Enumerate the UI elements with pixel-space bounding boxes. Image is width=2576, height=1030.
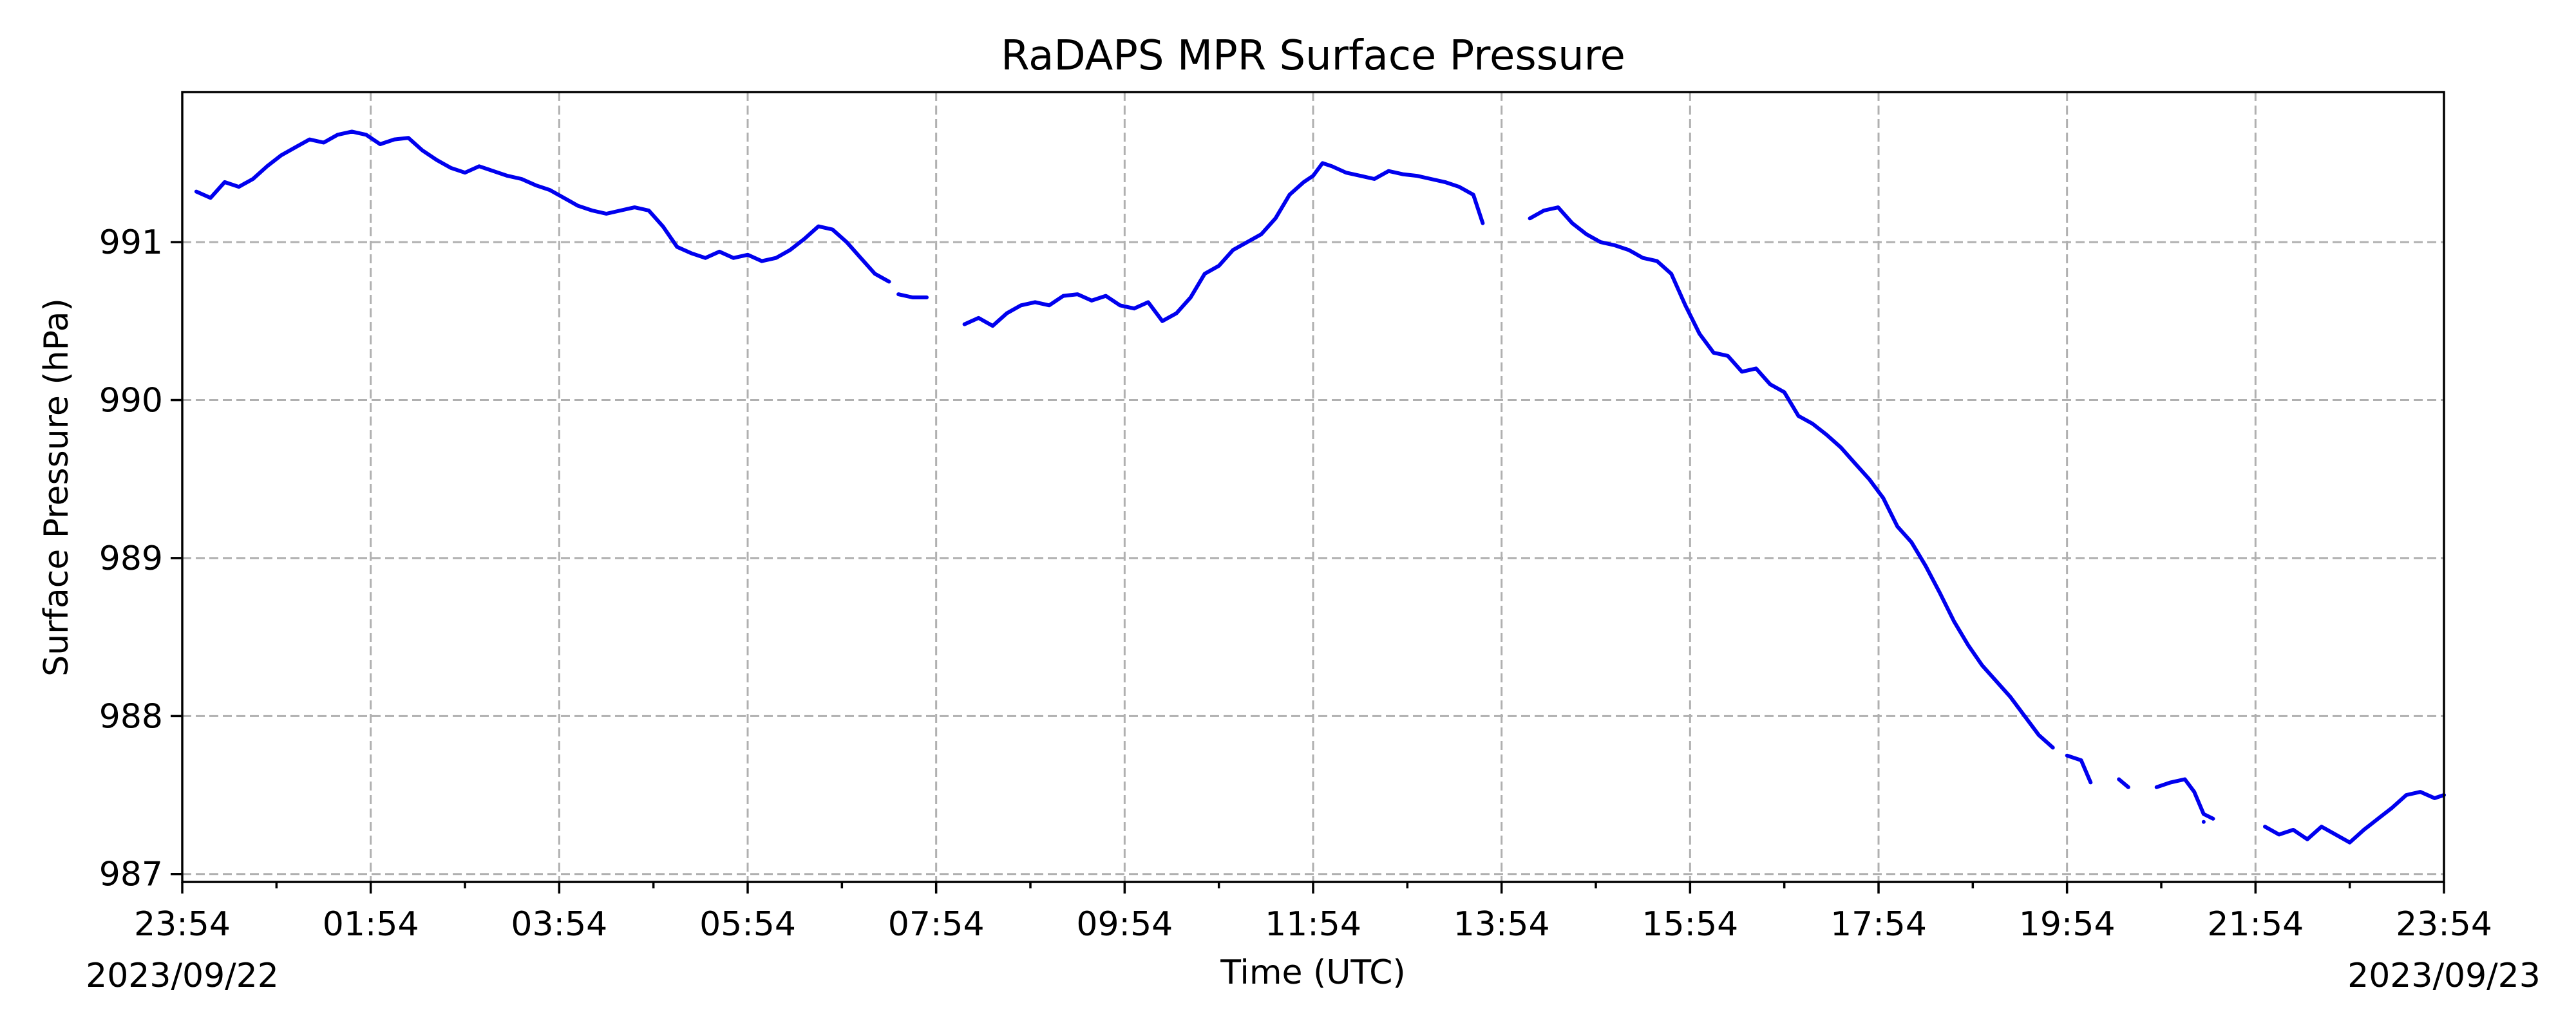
- x-tick-label: 13:54: [1454, 905, 1550, 944]
- x-tick-label: 07:54: [888, 905, 985, 944]
- series-point: [2201, 819, 2206, 824]
- x-tick-label: 23:54: [134, 905, 231, 944]
- series-layer: [194, 129, 2446, 845]
- x-tick-date-label: 2023/09/23: [2347, 957, 2541, 995]
- series-line-segment: [1528, 205, 2055, 750]
- series-line-segment: [2065, 753, 2093, 785]
- x-axis-label: Time (UTC): [1220, 953, 1405, 992]
- x-tick-label: 19:54: [2019, 905, 2116, 944]
- x-tick-date-label: 2023/09/22: [86, 957, 279, 995]
- series-line-segment: [2154, 777, 2215, 821]
- series-line-segment: [962, 161, 1485, 328]
- x-tick-label: 03:54: [511, 905, 607, 944]
- x-tick-label: 21:54: [2207, 905, 2304, 944]
- x-tick-label: 11:54: [1265, 905, 1361, 944]
- y-tick-label: 987: [99, 856, 163, 894]
- series-line-segment: [2263, 790, 2446, 845]
- y-tick-label: 989: [99, 539, 163, 578]
- series-line-segment: [194, 129, 891, 284]
- series-line-segment: [896, 292, 929, 299]
- series-line-segment: [2117, 777, 2130, 789]
- y-tick-label: 988: [99, 697, 163, 736]
- x-tick-label: 17:54: [1830, 905, 1927, 944]
- y-tick-label: 990: [99, 382, 163, 420]
- y-axis-label: Surface Pressure (hPa): [37, 298, 76, 677]
- tick-marks: [171, 241, 2445, 894]
- x-tick-label: 01:54: [323, 905, 419, 944]
- x-tick-label: 23:54: [2396, 905, 2492, 944]
- x-tick-label: 09:54: [1076, 905, 1173, 944]
- y-tick-label: 991: [99, 223, 163, 262]
- tick-labels: 23:54 2023/09/22 01:54 03:54 05:54 07:54 09:54…: [86, 223, 2541, 995]
- grid-lines: [181, 92, 2445, 882]
- x-tick-label: 15:54: [1642, 905, 1738, 944]
- chart-title: RaDAPS MPR Surface Pressure: [1001, 32, 1625, 80]
- x-tick-label: 05:54: [699, 905, 796, 944]
